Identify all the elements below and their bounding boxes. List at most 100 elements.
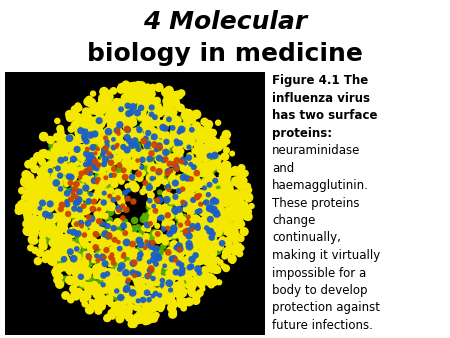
Point (85, 169, 92, 174)
Point (150, 252, 157, 257)
Point (123, 120, 130, 126)
Point (150, 105, 157, 110)
Point (147, 127, 154, 133)
Point (129, 239, 136, 245)
Point (142, 290, 149, 296)
Point (207, 143, 215, 148)
Point (73, 161, 81, 166)
Point (101, 250, 108, 256)
Point (166, 117, 173, 123)
Point (94, 255, 101, 260)
Point (229, 256, 236, 262)
Point (218, 219, 225, 225)
Point (176, 92, 183, 98)
Point (153, 214, 160, 219)
Point (165, 90, 172, 96)
Point (154, 253, 162, 259)
Point (156, 145, 163, 151)
Point (43, 173, 50, 178)
Point (59, 223, 66, 228)
Point (57, 213, 64, 219)
Point (149, 288, 156, 293)
Point (99, 137, 106, 143)
Point (224, 200, 231, 206)
Point (64, 229, 71, 235)
Point (208, 136, 216, 142)
Point (192, 222, 199, 227)
Point (74, 258, 81, 263)
Point (190, 223, 198, 229)
Point (116, 192, 123, 197)
Point (79, 132, 86, 138)
Point (222, 200, 230, 206)
Point (120, 251, 127, 257)
Point (36, 220, 44, 225)
Point (72, 208, 80, 213)
Point (230, 234, 238, 240)
Point (185, 115, 192, 120)
Point (88, 179, 95, 185)
Point (63, 160, 70, 166)
Point (128, 291, 135, 296)
Point (190, 230, 197, 236)
Point (181, 260, 189, 265)
Point (153, 141, 160, 146)
Point (153, 147, 160, 152)
Point (238, 204, 245, 210)
Point (178, 262, 185, 268)
Point (150, 203, 158, 209)
Point (198, 210, 206, 215)
Point (77, 120, 84, 125)
Point (80, 246, 87, 251)
Point (179, 200, 186, 205)
Point (161, 121, 168, 127)
Point (229, 223, 236, 228)
Point (94, 184, 102, 189)
Point (123, 286, 130, 291)
Point (59, 135, 67, 141)
Point (212, 231, 220, 236)
Point (60, 212, 67, 217)
Point (149, 127, 157, 132)
Point (61, 151, 68, 156)
Point (102, 175, 109, 180)
Point (169, 177, 176, 183)
Point (147, 121, 154, 126)
Point (84, 110, 91, 115)
Point (132, 133, 139, 138)
Point (147, 283, 154, 288)
Point (68, 141, 76, 147)
Point (178, 238, 185, 243)
Point (56, 179, 63, 185)
Point (207, 164, 215, 170)
Point (58, 139, 66, 144)
Point (157, 250, 164, 256)
Point (86, 270, 93, 275)
Point (50, 224, 58, 230)
Point (204, 278, 212, 284)
Point (193, 112, 200, 117)
Point (133, 271, 140, 276)
Point (124, 150, 131, 156)
Point (196, 241, 203, 247)
Point (146, 221, 153, 227)
Point (40, 177, 47, 183)
Point (171, 264, 178, 269)
Point (40, 244, 47, 249)
Point (53, 271, 60, 277)
Point (31, 217, 38, 222)
Point (203, 153, 210, 159)
Point (53, 160, 60, 165)
Point (162, 192, 170, 197)
Point (218, 218, 225, 223)
Point (110, 168, 117, 173)
Point (235, 217, 242, 222)
Point (183, 237, 190, 242)
Point (79, 250, 86, 256)
Point (243, 215, 250, 220)
Point (206, 153, 213, 159)
Point (98, 227, 105, 233)
Point (163, 197, 171, 202)
Point (55, 230, 62, 235)
Point (58, 153, 65, 159)
